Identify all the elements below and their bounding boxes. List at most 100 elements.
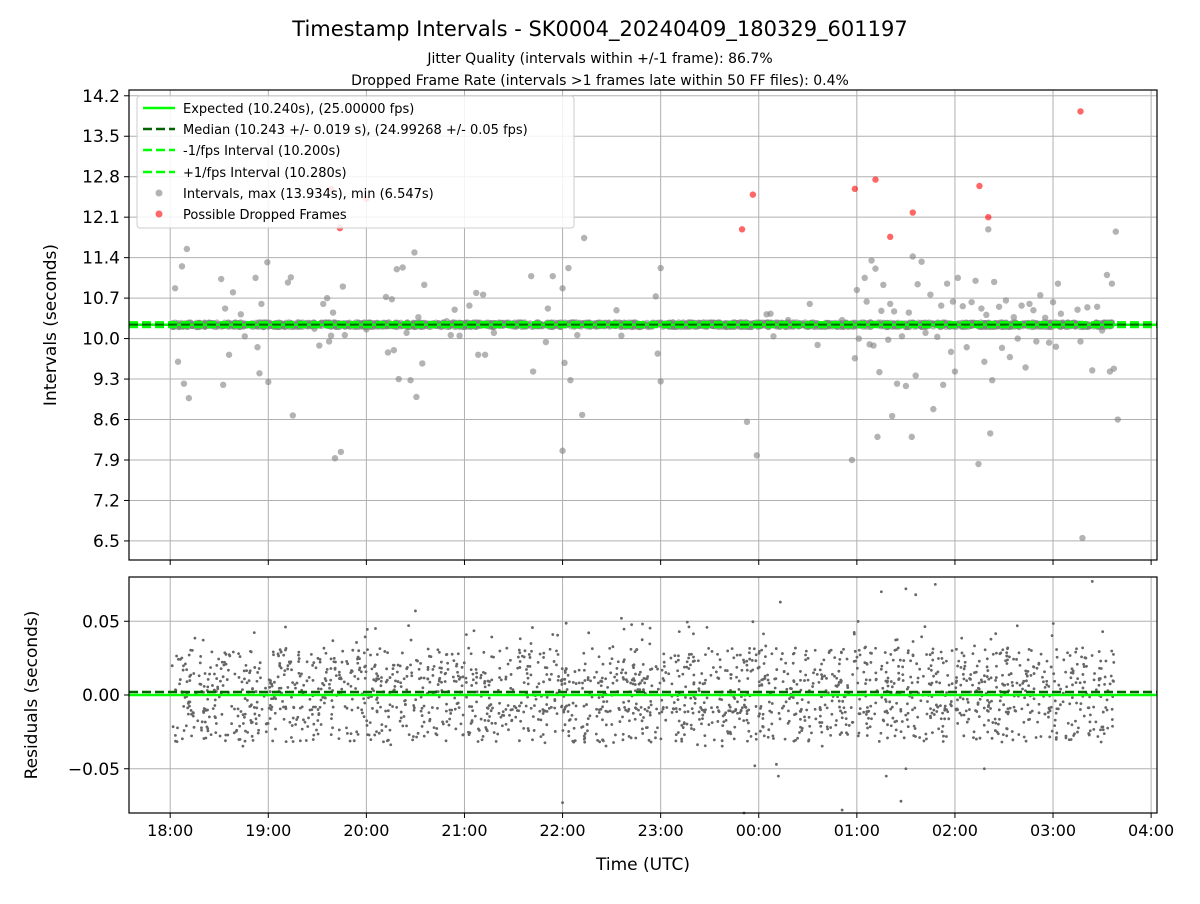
residual-point bbox=[1018, 683, 1022, 687]
residual-point bbox=[253, 666, 257, 669]
residual-point bbox=[351, 648, 355, 652]
residual-point bbox=[539, 735, 543, 739]
residual-point bbox=[752, 647, 756, 651]
residual-point bbox=[490, 678, 494, 682]
interval-point bbox=[1098, 327, 1106, 334]
residual-point bbox=[1104, 706, 1108, 709]
residual-point bbox=[1103, 675, 1107, 679]
residual-point bbox=[624, 708, 628, 712]
interval-point bbox=[972, 277, 979, 284]
residual-point bbox=[297, 650, 301, 654]
interval-point bbox=[384, 349, 392, 356]
residual-point bbox=[1032, 672, 1036, 675]
residual-point bbox=[445, 702, 448, 706]
residual-point bbox=[178, 678, 182, 681]
residual-point bbox=[189, 648, 193, 652]
residual-point bbox=[631, 682, 635, 686]
residual-point bbox=[552, 660, 556, 663]
residual-point bbox=[376, 701, 380, 705]
residual-point bbox=[693, 697, 697, 701]
residual-point bbox=[470, 719, 474, 722]
residual-point bbox=[732, 656, 736, 660]
residual-point bbox=[618, 720, 622, 723]
residual-point bbox=[330, 713, 334, 716]
residual-point bbox=[407, 733, 411, 737]
residual-point bbox=[322, 646, 326, 650]
residual-point bbox=[274, 697, 278, 701]
residual-point bbox=[319, 687, 323, 691]
residual-point bbox=[556, 653, 560, 656]
residual-point bbox=[737, 688, 741, 691]
residual-point bbox=[857, 648, 861, 652]
residual-point bbox=[487, 696, 491, 700]
residual-point bbox=[471, 678, 475, 682]
residual-point bbox=[865, 734, 869, 737]
residual-point bbox=[582, 668, 586, 672]
residual-point bbox=[840, 711, 844, 715]
residual-point bbox=[855, 666, 859, 670]
residual-point bbox=[914, 593, 918, 597]
residual-point bbox=[728, 705, 732, 709]
residual-point bbox=[376, 674, 380, 678]
interval-point bbox=[466, 302, 473, 309]
residual-point bbox=[198, 682, 202, 686]
residual-point bbox=[346, 662, 350, 666]
residual-point bbox=[829, 734, 833, 737]
residual-point bbox=[746, 677, 750, 680]
residual-point bbox=[1055, 655, 1059, 659]
residual-point bbox=[286, 664, 290, 668]
residual-point bbox=[241, 688, 244, 691]
residual-point bbox=[804, 658, 808, 662]
residual-point bbox=[518, 739, 521, 743]
residual-point bbox=[1081, 673, 1085, 676]
residual-point bbox=[525, 668, 528, 671]
residual-point bbox=[353, 674, 357, 678]
residual-point bbox=[325, 667, 329, 671]
residual-point bbox=[249, 649, 252, 653]
residual-point bbox=[932, 713, 936, 716]
residual-point bbox=[601, 739, 605, 743]
residual-point bbox=[1088, 720, 1092, 724]
residual-point bbox=[835, 719, 838, 722]
residual-point bbox=[945, 735, 948, 738]
residual-point bbox=[987, 701, 991, 704]
residual-point bbox=[906, 711, 910, 715]
residual-point bbox=[634, 672, 637, 676]
residual-point bbox=[415, 735, 418, 739]
residual-point bbox=[960, 713, 963, 717]
residual-point bbox=[282, 705, 285, 709]
residual-point bbox=[1061, 700, 1065, 704]
residual-point bbox=[516, 655, 520, 659]
residual-point bbox=[597, 711, 601, 714]
residual-point bbox=[236, 714, 240, 718]
interval-point bbox=[241, 333, 248, 340]
residual-point bbox=[1037, 662, 1041, 666]
residual-point bbox=[862, 710, 866, 714]
residual-point bbox=[203, 672, 207, 675]
residual-point bbox=[419, 661, 422, 665]
interval-point bbox=[549, 272, 556, 280]
residual-point bbox=[257, 714, 261, 717]
residual-point bbox=[704, 678, 707, 682]
residual-point bbox=[488, 715, 491, 718]
residual-point bbox=[916, 676, 920, 680]
residual-point bbox=[939, 717, 943, 721]
residual-point bbox=[527, 729, 531, 733]
residual-point bbox=[238, 737, 242, 741]
residual-point bbox=[958, 695, 962, 699]
residual-point bbox=[284, 705, 288, 709]
residual-point bbox=[656, 667, 659, 671]
residual-point bbox=[220, 660, 224, 664]
residual-point bbox=[242, 715, 246, 719]
interval-point bbox=[578, 411, 586, 419]
residual-point bbox=[852, 632, 856, 636]
residual-point bbox=[1066, 651, 1069, 655]
residual-point bbox=[498, 666, 502, 670]
residual-point bbox=[677, 630, 681, 634]
residual-point bbox=[597, 681, 600, 685]
residual-point bbox=[646, 675, 650, 678]
residual-point bbox=[331, 705, 335, 709]
residual-point bbox=[254, 690, 258, 693]
residual-point bbox=[633, 650, 637, 654]
residual-point bbox=[712, 738, 716, 742]
